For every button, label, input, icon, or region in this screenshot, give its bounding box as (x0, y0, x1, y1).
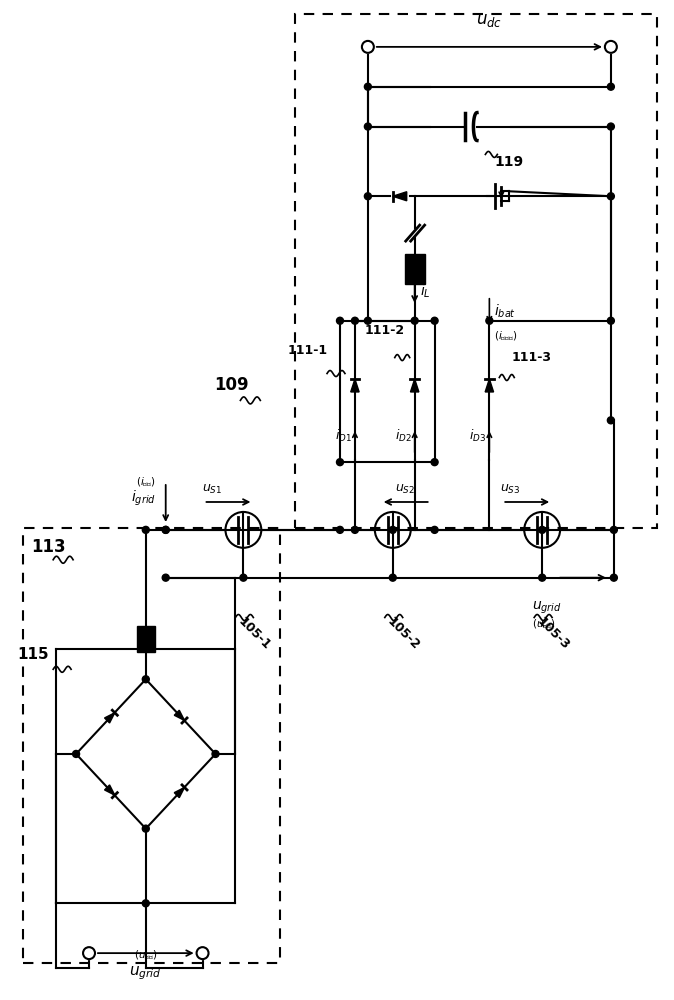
Polygon shape (104, 785, 115, 795)
Text: 105-1: 105-1 (235, 615, 273, 652)
Bar (24, 528, 280, 963)
Text: $i_{grid}$: $i_{grid}$ (131, 489, 156, 508)
Circle shape (142, 676, 149, 683)
Circle shape (73, 750, 80, 757)
Circle shape (486, 317, 493, 324)
Circle shape (142, 900, 149, 907)
Text: $i_{bat}$: $i_{bat}$ (494, 303, 516, 320)
Circle shape (365, 317, 371, 324)
Circle shape (162, 526, 169, 533)
Circle shape (431, 526, 438, 533)
Circle shape (431, 317, 438, 324)
Circle shape (607, 83, 615, 90)
Circle shape (607, 193, 615, 200)
Bar (137, 626, 155, 652)
Polygon shape (175, 710, 185, 720)
Circle shape (240, 574, 247, 581)
Circle shape (607, 123, 615, 130)
Circle shape (336, 317, 344, 324)
Polygon shape (104, 713, 115, 723)
Circle shape (197, 947, 208, 959)
Circle shape (336, 526, 344, 533)
Text: 109: 109 (214, 376, 248, 394)
Text: $u_{grid}$: $u_{grid}$ (532, 600, 562, 616)
Text: 115: 115 (18, 647, 49, 662)
Circle shape (390, 526, 396, 533)
Circle shape (336, 459, 344, 466)
Text: 113: 113 (31, 538, 66, 556)
Circle shape (539, 526, 546, 533)
Text: $i_{D3}$: $i_{D3}$ (470, 428, 487, 444)
Text: 111-2: 111-2 (365, 324, 405, 337)
Circle shape (390, 574, 396, 581)
Text: 105-3: 105-3 (534, 615, 572, 652)
Text: $u_{S3}$: $u_{S3}$ (500, 483, 521, 496)
Circle shape (365, 193, 371, 200)
Text: $(i_{电网})$: $(i_{电网})$ (136, 476, 156, 489)
Text: $i_{D1}$: $i_{D1}$ (335, 428, 352, 444)
Text: $u_{grid}$: $u_{grid}$ (129, 964, 162, 982)
Polygon shape (393, 192, 406, 201)
Circle shape (605, 41, 617, 53)
Circle shape (162, 526, 169, 533)
Polygon shape (485, 379, 493, 392)
Text: 111-1: 111-1 (287, 344, 328, 357)
Circle shape (83, 947, 95, 959)
Bar (404, 254, 425, 284)
Text: 111-3: 111-3 (512, 351, 551, 364)
Polygon shape (175, 787, 185, 798)
Circle shape (142, 825, 149, 832)
Circle shape (411, 317, 418, 324)
Circle shape (351, 526, 359, 533)
Text: $(i_{电池组})$: $(i_{电池组})$ (494, 329, 518, 343)
Circle shape (351, 317, 359, 324)
Circle shape (162, 574, 169, 581)
Circle shape (539, 574, 546, 581)
Text: 119: 119 (494, 155, 524, 169)
Circle shape (365, 83, 371, 90)
Text: $u_{dc}$: $u_{dc}$ (477, 11, 502, 29)
Circle shape (607, 417, 615, 424)
Text: $i_{D2}$: $i_{D2}$ (395, 428, 412, 444)
Circle shape (611, 526, 617, 533)
Circle shape (362, 41, 374, 53)
Circle shape (607, 317, 615, 324)
Circle shape (431, 459, 438, 466)
Text: $(u_{电网})$: $(u_{电网})$ (134, 949, 158, 962)
Text: $i_L$: $i_L$ (420, 283, 431, 300)
Text: $u_{S1}$: $u_{S1}$ (202, 483, 222, 496)
Bar (295, 14, 656, 528)
Circle shape (611, 574, 617, 581)
Polygon shape (350, 379, 359, 392)
Text: $u_{S2}$: $u_{S2}$ (395, 483, 415, 496)
Polygon shape (410, 379, 419, 392)
Text: $(u_{电网})$: $(u_{电网})$ (532, 618, 555, 631)
Text: 105-2: 105-2 (385, 615, 423, 652)
Circle shape (142, 526, 149, 533)
Circle shape (365, 123, 371, 130)
Circle shape (212, 750, 219, 757)
